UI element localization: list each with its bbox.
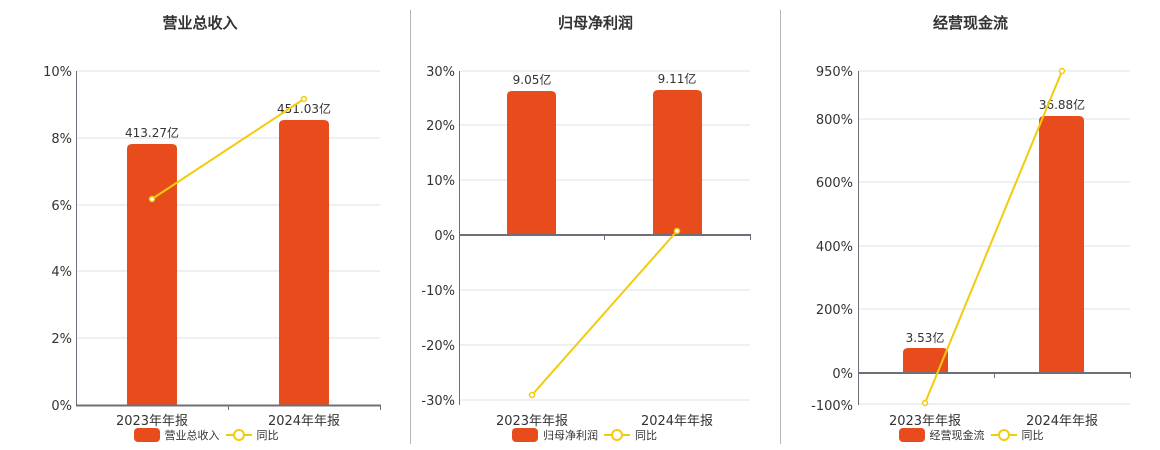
y-tick-label: 950% xyxy=(816,65,853,80)
yoy-point[interactable] xyxy=(148,195,156,203)
bar-2024[interactable] xyxy=(1039,116,1084,373)
chart-panel-net-profit: 归母净利润 30% 20% 10% 0% -10% -20% -30% 9.05… xyxy=(411,0,780,450)
y-tick-label: 10% xyxy=(43,65,72,80)
legend-label: 同比 xyxy=(256,429,279,442)
y-tick-label: 6% xyxy=(51,199,72,214)
y-tick-label: 20% xyxy=(426,119,455,134)
bar-2024[interactable] xyxy=(653,90,702,235)
chart-title: 营业总收入 xyxy=(162,14,238,32)
legend-item-bar[interactable]: 营业总收入 xyxy=(133,427,220,443)
yoy-line[interactable] xyxy=(531,230,678,396)
bar-value-label: 3.53亿 xyxy=(906,330,945,345)
yoy-point[interactable] xyxy=(1058,67,1066,75)
bar-value-label: 413.27亿 xyxy=(125,125,179,140)
y-tick-label: -20% xyxy=(421,339,455,354)
y-tick-label: 400% xyxy=(816,240,853,255)
legend-item-bar[interactable]: 归母净利润 xyxy=(512,427,598,443)
y-tick-label: 200% xyxy=(816,303,853,318)
bar-2023[interactable] xyxy=(127,144,177,405)
legend-item-bar[interactable]: 经营现金流 xyxy=(898,427,985,443)
y-tick-label: 2% xyxy=(51,332,72,347)
legend-item-line[interactable]: 同比 xyxy=(990,427,1044,443)
grid-lines xyxy=(859,70,1130,405)
panel-divider xyxy=(410,10,411,444)
legend-item-line[interactable]: 同比 xyxy=(604,427,657,443)
chart-panel-revenue: 营业总收入 10% 8% 6% 4% 2% 0% 413.27亿 451.03亿 xyxy=(0,0,400,450)
y-tick-label: 10% xyxy=(426,174,455,189)
x-tick-label: 2023年年报 xyxy=(889,414,961,429)
legend-label: 同比 xyxy=(635,429,657,442)
x-tick-label: 2023年年报 xyxy=(496,414,568,429)
legend: 归母净利润 同比 xyxy=(411,427,758,443)
legend-bar-swatch-icon xyxy=(512,428,538,442)
bar-value-label: 9.11亿 xyxy=(658,71,697,86)
y-axis-labels: 10% 8% 6% 4% 2% 0% xyxy=(43,65,72,414)
legend-line-circle-icon xyxy=(604,429,630,441)
legend-bar-swatch-icon xyxy=(898,428,925,442)
panel-divider xyxy=(780,10,781,444)
x-tick-label: 2024年年报 xyxy=(268,414,340,429)
yoy-point[interactable] xyxy=(300,95,308,103)
bar-2023[interactable] xyxy=(507,91,556,235)
bar-value-label: 451.03亿 xyxy=(277,101,331,116)
yoy-line[interactable] xyxy=(924,70,1063,404)
yoy-point[interactable] xyxy=(528,391,536,399)
grid-lines xyxy=(77,70,380,339)
y-tick-label: 0% xyxy=(434,229,455,244)
bar-value-label: 9.05亿 xyxy=(513,72,552,87)
bar-2023[interactable] xyxy=(903,348,948,373)
legend-label: 同比 xyxy=(1021,429,1044,442)
legend-label: 营业总收入 xyxy=(164,429,220,442)
chart-plot: 950% 800% 600% 400% 200% 0% -100% 3.53亿 … xyxy=(811,65,1131,429)
y-tick-label: -30% xyxy=(421,394,455,409)
y-tick-label: 800% xyxy=(816,113,853,128)
bar-2024[interactable] xyxy=(279,120,329,405)
y-axis-labels: 30% 20% 10% 0% -10% -20% -30% xyxy=(421,65,455,409)
chart-title: 归母净利润 xyxy=(557,14,633,32)
y-tick-label: 8% xyxy=(51,132,72,147)
y-tick-label: 600% xyxy=(816,176,853,191)
x-tick-label: 2024年年报 xyxy=(641,414,713,429)
legend-line-circle-icon xyxy=(990,429,1017,441)
x-tick-label: 2024年年报 xyxy=(1026,414,1098,429)
yoy-line[interactable] xyxy=(151,98,305,200)
y-tick-label: 30% xyxy=(426,65,455,80)
y-tick-label: 0% xyxy=(832,367,853,382)
yoy-point[interactable] xyxy=(673,227,681,235)
chart-title: 经营现金流 xyxy=(932,14,1008,32)
y-tick-label: -10% xyxy=(421,284,455,299)
legend: 营业总收入 同比 xyxy=(0,427,412,443)
y-tick-label: -100% xyxy=(811,399,853,414)
chart-plot: 10% 8% 6% 4% 2% 0% 413.27亿 451.03亿 2023年… xyxy=(43,65,381,429)
yoy-point[interactable] xyxy=(921,399,929,407)
y-axis-labels: 950% 800% 600% 400% 200% 0% -100% xyxy=(811,65,853,414)
y-tick-label: 0% xyxy=(51,399,72,414)
y-tick-label: 4% xyxy=(51,265,72,280)
chart-plot: 30% 20% 10% 0% -10% -20% -30% 9.05亿 9.11… xyxy=(421,65,751,429)
legend-label: 归母净利润 xyxy=(543,429,598,442)
legend-bar-swatch-icon xyxy=(133,428,160,442)
legend-item-line[interactable]: 同比 xyxy=(225,427,279,443)
legend-label: 经营现金流 xyxy=(929,429,985,442)
x-tick-label: 2023年年报 xyxy=(116,414,188,429)
legend: 经营现金流 同比 xyxy=(781,427,1160,443)
chart-panel-operating-cash-flow: 经营现金流 950% 800% 600% 400% 200% 0% -100% … xyxy=(781,0,1160,450)
legend-line-circle-icon xyxy=(225,429,252,441)
